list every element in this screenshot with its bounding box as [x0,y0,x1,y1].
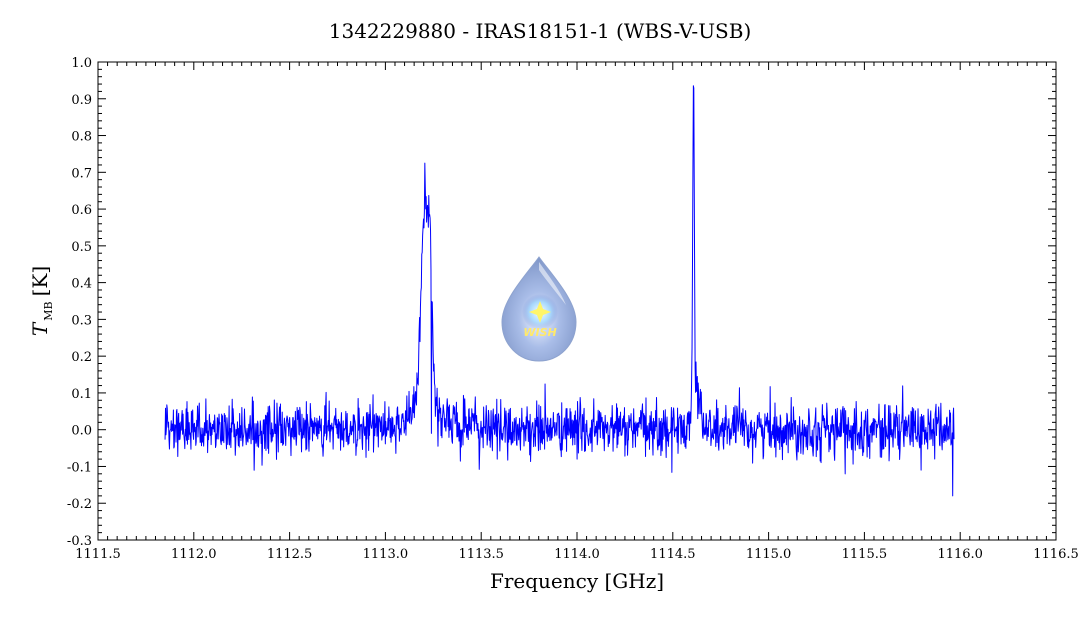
y-tick-label: 0.9 [71,93,92,108]
x-axis-label: Frequency [GHz] [490,569,664,593]
chart-title: 1342229880 - IRAS18151-1 (WBS-V-USB) [329,19,752,43]
x-tick-label: 1113.0 [363,547,409,562]
y-tick-label: 0.3 [71,313,92,328]
x-tick-label: 1115.5 [842,547,888,562]
y-axis-label: TMB [K] [28,266,55,336]
x-tick-label: 1112.5 [267,547,313,562]
y-tick-label: 0.4 [71,277,92,292]
x-tick-label: 1116.0 [937,547,983,562]
y-tick-label: 0.5 [71,240,92,255]
y-tick-label: -0.1 [67,460,92,475]
spectrum-series-line [164,85,955,497]
y-tick-label: 0.2 [71,350,92,365]
x-tick-label: 1112.0 [171,547,217,562]
y-tick-label: 0.7 [71,166,92,181]
svg-text:TMB[K]: TMB [K] [28,266,55,336]
y-axis-label-subscript: MB [42,301,55,320]
axes-layer: 1111.5 1112.0 1112.5 1113.0 1113.5 1114.0 1114… [67,56,1079,562]
x-tick-label: 1116.5 [1033,547,1079,562]
x-tick-label: 1115.0 [746,547,792,562]
y-axis-label-symbol: T [28,321,52,336]
y-tick-label: 0.1 [71,387,92,402]
y-tick-label: 0.6 [71,203,92,218]
x-tick-label: 1114.0 [554,547,600,562]
y-tick-label: 0.0 [71,424,92,439]
y-tick-label: -0.2 [67,497,92,512]
x-tick-label: 1114.5 [650,547,696,562]
x-tick-label: 1111.5 [75,547,121,562]
y-axis-label-unit: [K] [28,266,52,297]
y-tick-label: -0.3 [67,534,92,549]
y-tick-label: 0.8 [71,130,92,145]
x-tick-label: 1113.5 [458,547,504,562]
plot-data-layer [164,85,955,497]
wish-logo-text: WISH [523,326,556,339]
plot-frame [97,61,1057,541]
y-tick-label: 1.0 [71,56,92,71]
wish-logo: WISH [501,256,577,362]
